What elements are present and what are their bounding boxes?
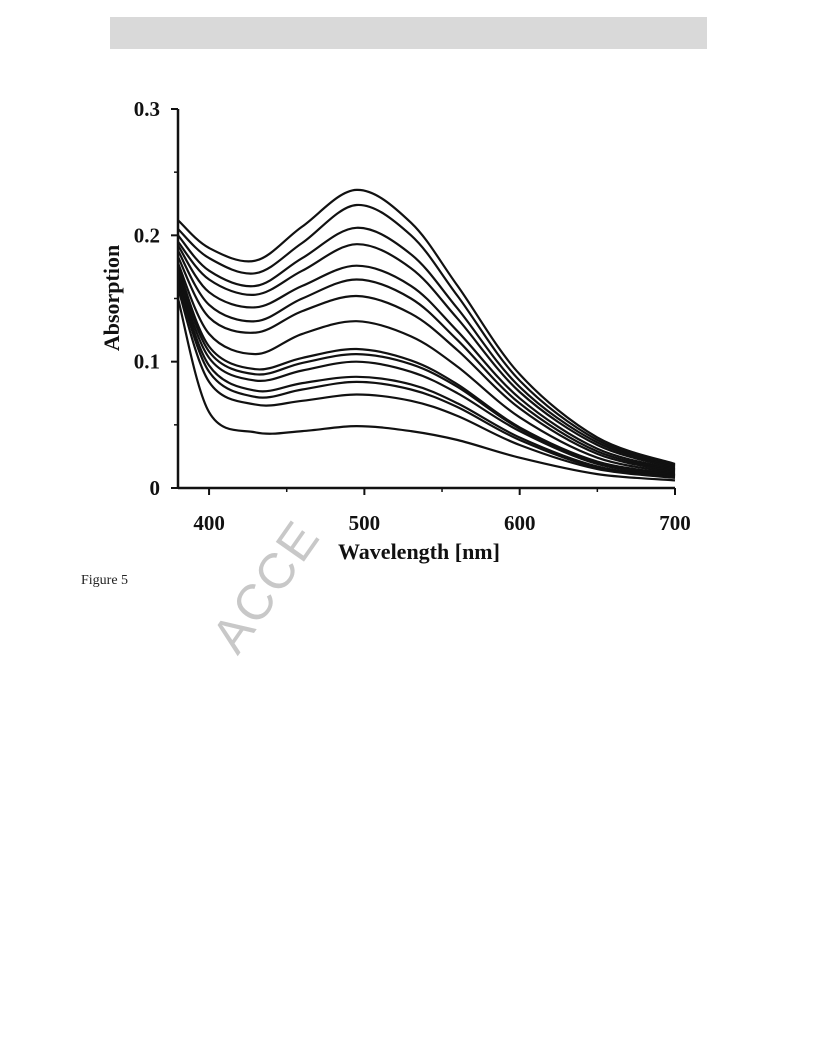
- series-line-3: [177, 226, 676, 468]
- series-line-5: [177, 244, 676, 471]
- x-tick-label: 700: [659, 511, 691, 535]
- series-line-8: [176, 262, 676, 474]
- x-tick-label: 600: [504, 511, 536, 535]
- series-line-9: [176, 266, 676, 476]
- y-tick-label: 0.2: [134, 223, 160, 247]
- series-line-10: [176, 270, 676, 477]
- series-line-15: [176, 298, 676, 482]
- series-line-7: [177, 256, 676, 473]
- y-tick-label: 0.3: [134, 97, 160, 121]
- series-line-11: [176, 275, 676, 477]
- series-group: [176, 188, 676, 482]
- series-line-4: [177, 241, 676, 469]
- series-line-2: [177, 203, 676, 467]
- y-tick-label: 0.1: [134, 350, 160, 374]
- y-tick-label: 0: [150, 476, 161, 500]
- x-tick-label: 400: [193, 511, 225, 535]
- x-tick-label: 500: [349, 511, 381, 535]
- figure-caption: Figure 5: [81, 573, 129, 588]
- x-axis-title: Wavelength [nm]: [338, 539, 500, 564]
- absorption-chart: 400 500 600 700 0 0.1 0.2 0.3 Wavelength [nm] A…: [99, 97, 691, 564]
- header-bar: [110, 17, 707, 49]
- series-line-14: [176, 288, 676, 479]
- series-line-13: [176, 282, 676, 478]
- series-line-12: [176, 279, 676, 478]
- series-line-1: [177, 188, 676, 466]
- series-line-6: [177, 249, 676, 472]
- ticks-group: 400 500 600 700 0 0.1 0.2 0.3: [134, 97, 691, 535]
- y-axis-title: Absorption: [99, 245, 124, 351]
